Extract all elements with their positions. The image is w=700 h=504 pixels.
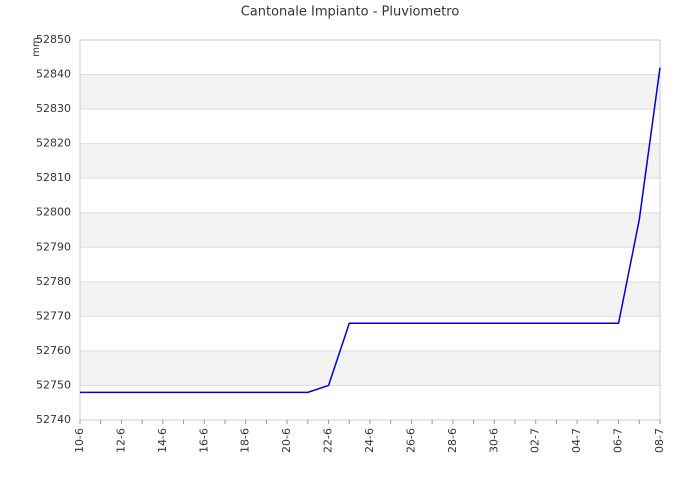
band xyxy=(80,212,660,248)
x-tick-label: 22-6 xyxy=(322,428,335,453)
x-tick-label: 20-6 xyxy=(280,428,293,453)
x-tick-label: 30-6 xyxy=(487,428,500,453)
y-tick-label: 52760 xyxy=(36,344,71,357)
y-tick-label: 52750 xyxy=(36,378,71,391)
y-tick-label: 52800 xyxy=(36,206,71,219)
band xyxy=(80,74,660,110)
x-tick-label: 08-7 xyxy=(653,428,666,453)
y-tick-label: 52820 xyxy=(36,137,71,150)
y-axis-label: mm xyxy=(31,37,42,56)
x-tick-label: 24-6 xyxy=(363,428,376,453)
chart-title: Cantonale Impianto - Pluviometro xyxy=(241,5,460,20)
x-tick-label: 10-6 xyxy=(73,428,86,453)
x-tick-label: 02-7 xyxy=(529,428,542,453)
y-tick-label: 52850 xyxy=(36,33,71,46)
y-tick-label: 52740 xyxy=(36,413,71,426)
y-tick-label: 52780 xyxy=(36,275,71,288)
x-tick-label: 12-6 xyxy=(114,428,127,453)
band xyxy=(80,143,660,179)
y-tick-label: 52810 xyxy=(36,171,71,184)
x-tick-label: 14-6 xyxy=(156,428,169,453)
band xyxy=(80,350,660,386)
x-tick-label: 28-6 xyxy=(446,428,459,453)
x-tick-label: 04-7 xyxy=(570,428,583,453)
y-tick-label: 52770 xyxy=(36,309,71,322)
x-tick-label: 16-6 xyxy=(197,428,210,453)
y-tick-label: 52840 xyxy=(36,68,71,81)
line xyxy=(80,67,661,394)
x-tick-label: 18-6 xyxy=(239,428,252,453)
band xyxy=(80,281,660,317)
x-tick-label: 06-7 xyxy=(612,428,625,453)
x-tick-label: 26-6 xyxy=(404,428,417,453)
y-tick-label: 52830 xyxy=(36,102,71,115)
y-tick-label: 52790 xyxy=(36,240,71,253)
